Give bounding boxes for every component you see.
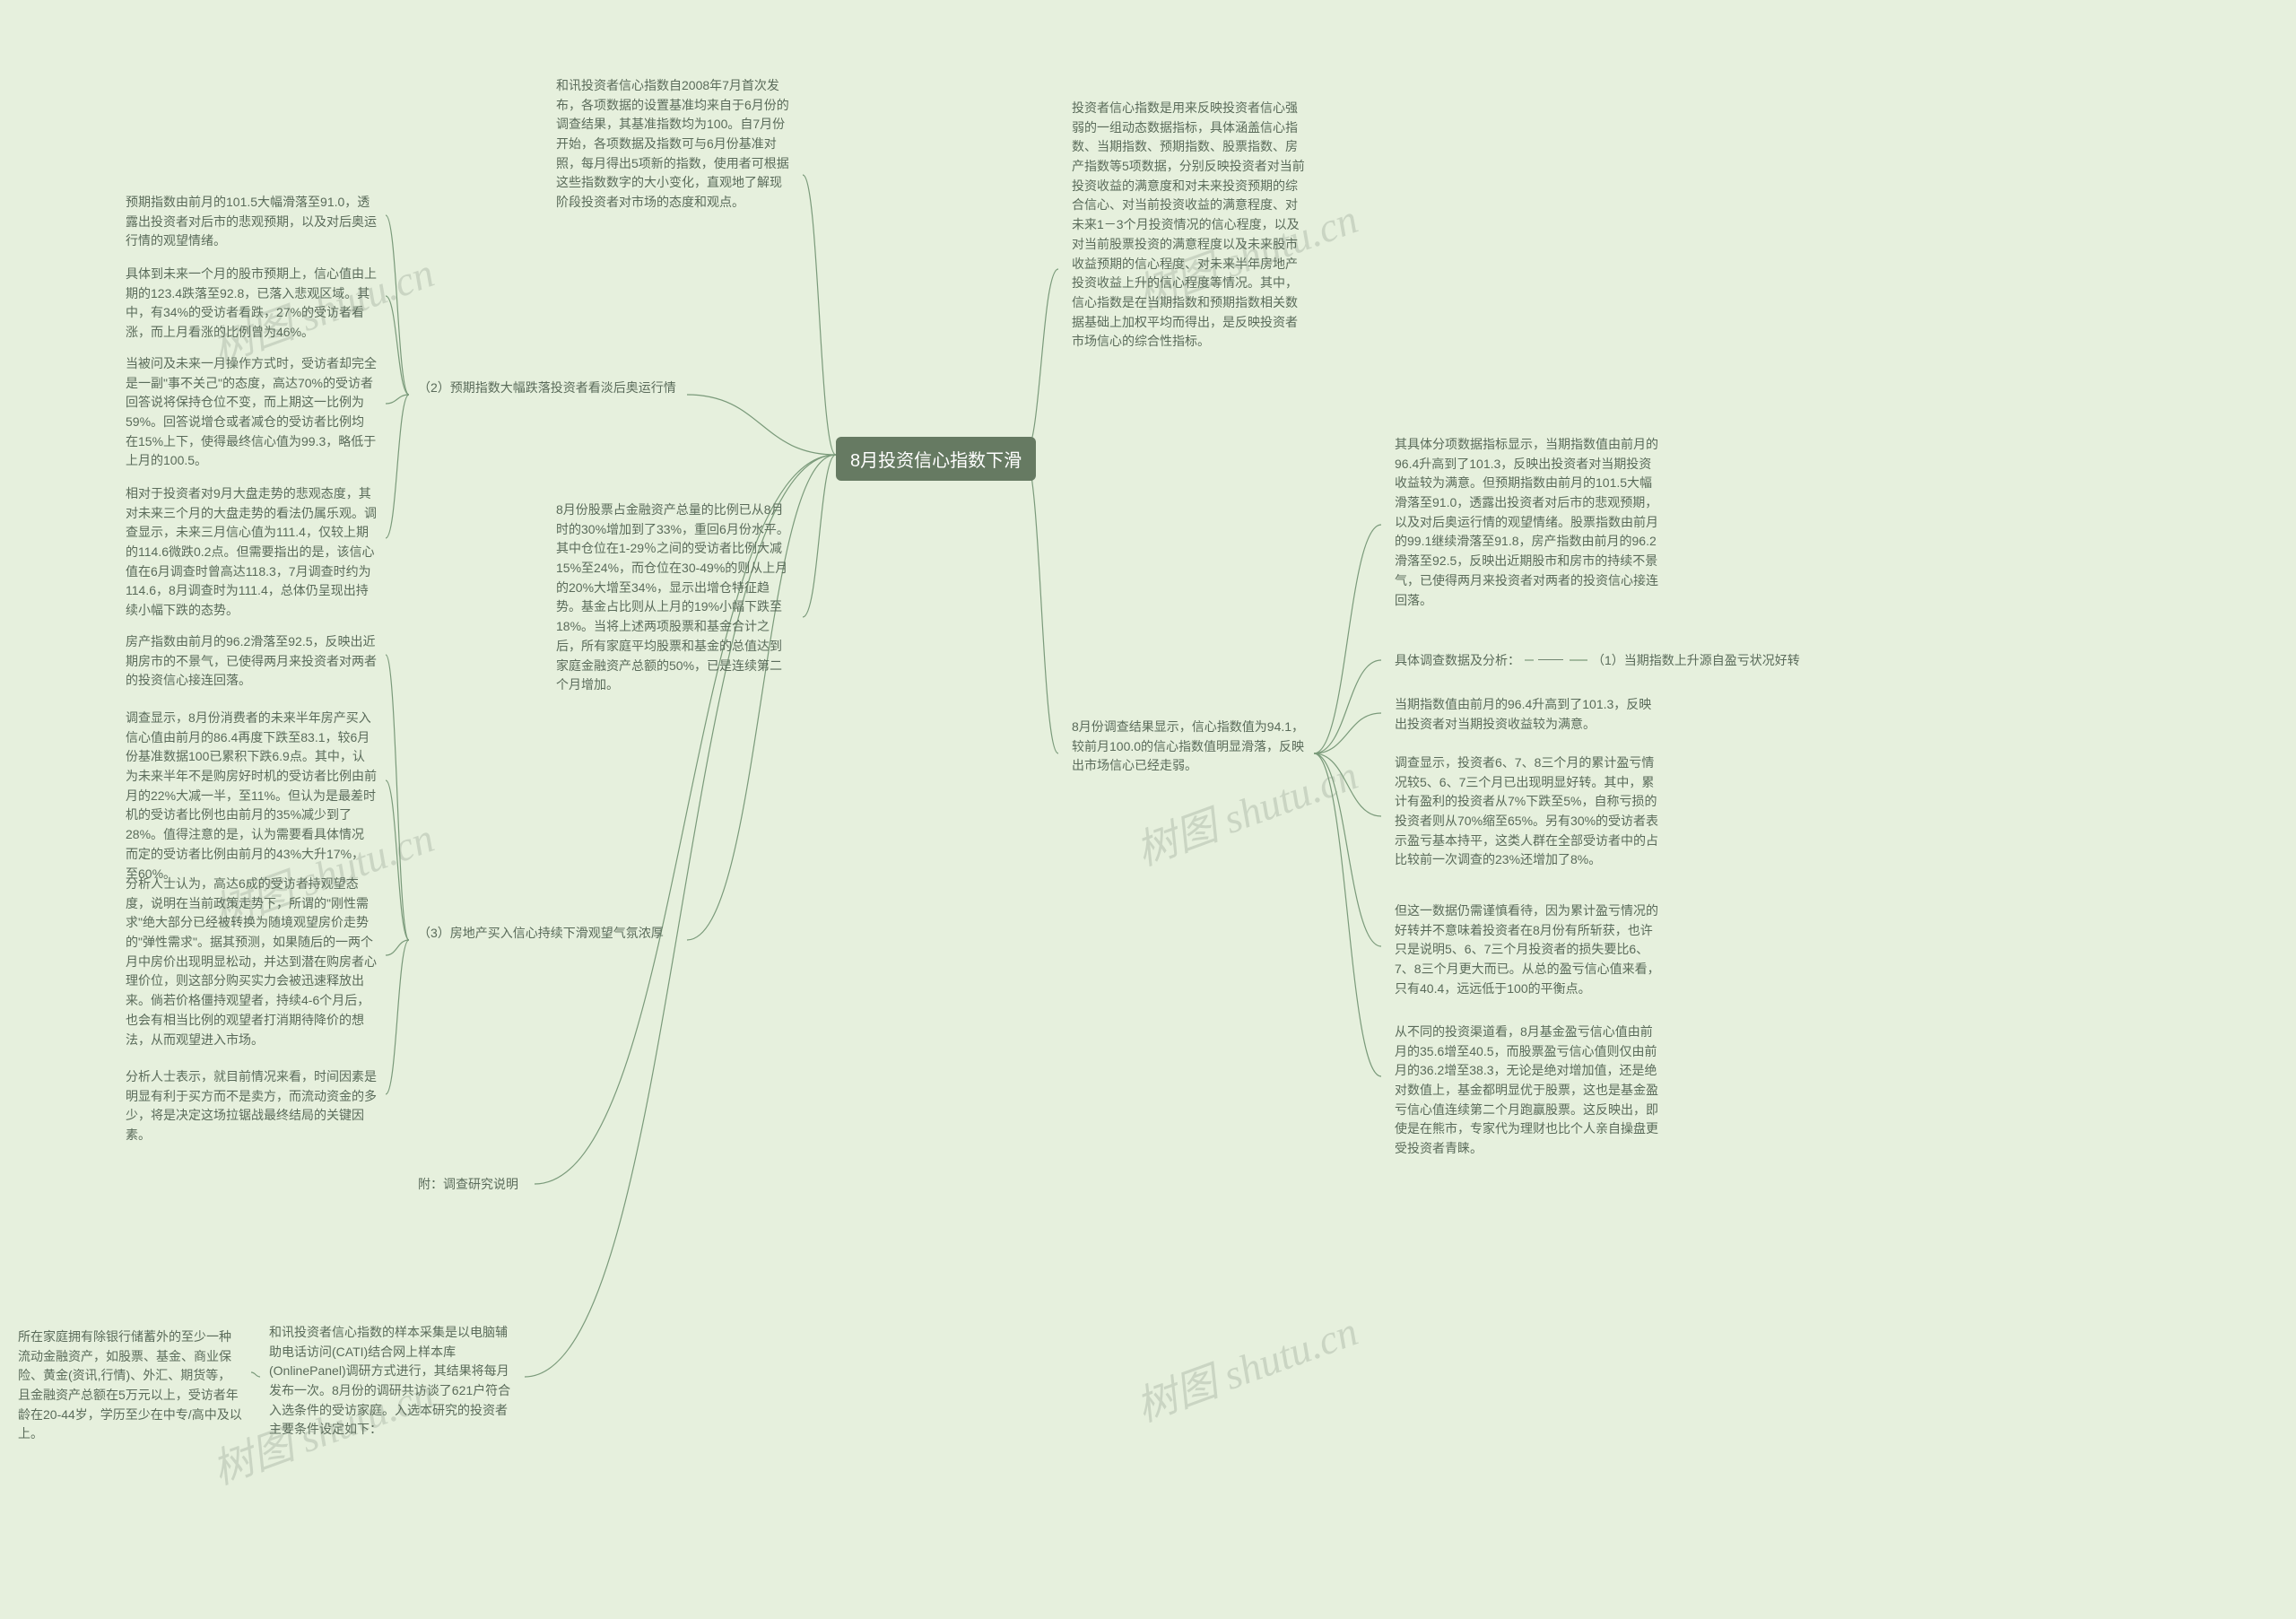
node-l3c1: 预期指数由前月的101.5大幅滑落至91.0，透露出投资者对后市的悲观预期，以及… <box>126 193 377 251</box>
node-l4c2: 调查显示，8月份消费者的未来半年房产买入信心值由前月的86.4再度下跌至83.1… <box>126 709 377 883</box>
node-l3c4: 相对于投资者对9月大盘走势的悲观态度，其对未来三个月的大盘走势的看法仍属乐观。调… <box>126 484 377 621</box>
node-r2c6: 从不同的投资渠道看，8月基金盈亏信心值由前月的35.6增至40.5，而股票盈亏信… <box>1395 1023 1664 1159</box>
node-r2c4: 调查显示，投资者6、7、8三个月的累计盈亏情况较5、6、7三个月已出现明显好转。… <box>1395 753 1664 870</box>
node-l4-label: （3）房地产买入信心持续下滑观望气氛浓厚 <box>418 924 687 944</box>
node-r2-parent: 8月份调查结果显示，信心指数值为94.1，较前月100.0的信心指数值明显滑落，… <box>1072 718 1305 776</box>
node-l4c3: 分析人士认为，高达6成的受访者持观望态度，说明在当前政策走势下，所谓的"刚性需求… <box>126 875 377 1049</box>
root-node: 8月投资信心指数下滑 <box>836 437 1036 481</box>
node-l1: 和讯投资者信心指数自2008年7月首次发布，各项数据的设置基准均来自于6月份的调… <box>556 76 789 213</box>
node-l5-label: 附：调查研究说明 <box>418 1175 518 1195</box>
node-l7: 所在家庭拥有除银行储蓄外的至少一种流动金融资产，如股票、基金、商业保险、黄金(资… <box>18 1327 242 1444</box>
node-r2c5: 但这一数据仍需谨慎看待，因为累计盈亏情况的好转并不意味着投资者在8月份有所斩获，… <box>1395 901 1664 998</box>
node-l3c3: 当被问及未来一月操作方式时，受访者却完全是一副"事不关己"的态度，高达70%的受… <box>126 354 377 471</box>
node-r2c1: 其具体分项数据指标显示，当期指数值由前月的96.4升高到了101.3，反映出投资… <box>1395 435 1664 610</box>
node-r2c2-sub: （1）当期指数上升源自盈亏状况好转 <box>1592 651 1800 671</box>
node-l2: 8月份股票占金融资产总量的比例已从8月时的30%增加到了33%，重回6月份水平。… <box>556 500 789 695</box>
node-r2c2-dash: —— <box>1538 651 1563 666</box>
node-r2c2-label: 具体调查数据及分析： <box>1395 651 1520 671</box>
node-l6: 和讯投资者信心指数的样本采集是以电脑辅助电话访问(CATI)结合网上样本库(On… <box>269 1323 511 1440</box>
node-r1: 投资者信心指数是用来反映投资者信心强弱的一组动态数据指标，具体涵盖信心指数、当期… <box>1072 99 1305 352</box>
node-l3c2: 具体到未来一个月的股市预期上，信心值由上期的123.4跌落至92.8，已落入悲观… <box>126 265 377 343</box>
node-r2c3: 当期指数值由前月的96.4升高到了101.3，反映出投资者对当期投资收益较为满意… <box>1395 695 1664 734</box>
node-l3-label: （2）预期指数大幅跌落投资者看淡后奥运行情 <box>418 379 687 398</box>
node-l4c4: 分析人士表示，就目前情况来看，时间因素是明显有利于买方而不是卖方，而流动资金的多… <box>126 1067 377 1145</box>
node-l4c1: 房产指数由前月的96.2滑落至92.5，反映出近期房市的不景气，已使得两月来投资… <box>126 632 377 691</box>
